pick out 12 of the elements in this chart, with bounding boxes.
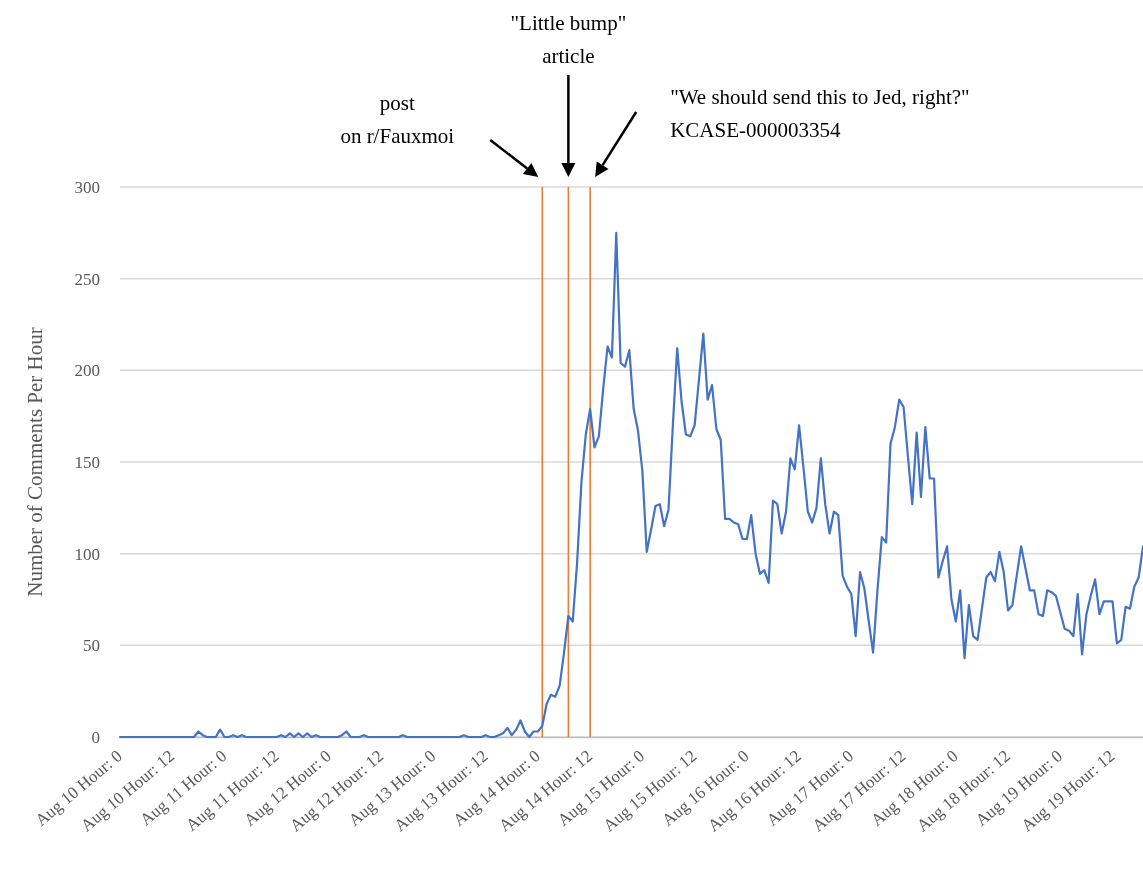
y-axis-title: Number of Comments Per Hour [23,327,47,597]
y-tick-label: 50 [83,636,100,656]
line-series [118,231,1143,739]
y-tick-label: 200 [74,361,100,381]
text: post on r/Fauxmoi [340,91,455,148]
text: "We should send this to Jed, right?" KCASE-000003354 [670,85,970,142]
y-tick-label: 150 [74,452,100,472]
y-tick-label: 250 [74,269,100,289]
y-tick-label: 100 [74,544,100,564]
text: "Little bump" article [510,11,627,68]
y-tick-label: 0 [91,727,100,747]
y-tick-label: 300 [74,177,100,197]
